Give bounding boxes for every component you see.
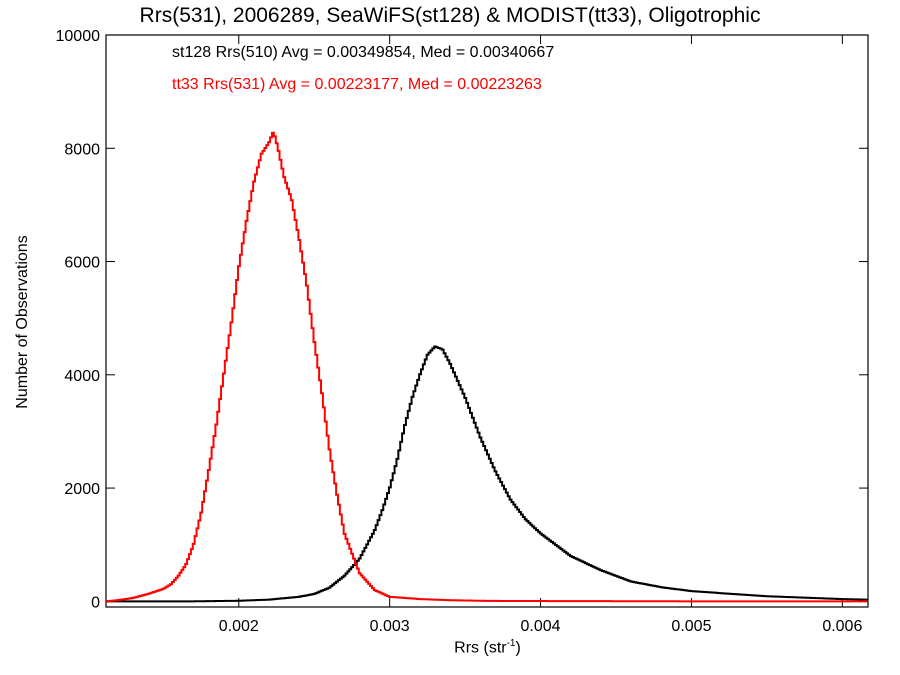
x-axis-label-main: Rrs (str (454, 639, 507, 657)
y-tick-label: 0 (91, 594, 100, 611)
x-tick-label: 0.003 (370, 618, 410, 635)
axes-box (105, 34, 869, 608)
x-axis-label-close: ) (515, 639, 521, 657)
y-tick-label: 4000 (64, 368, 100, 385)
chart-title: Rrs(531), 2006289, SeaWiFS(st128) & MODI… (139, 4, 761, 27)
x-tick-label: 0.005 (671, 618, 711, 635)
axis-ticks: 0.002 0.003 0.004 0.005 0.006 0 2000 4000 6000 80… (56, 28, 868, 635)
y-axis-label: Number of Observations (14, 235, 31, 409)
x-axis-label: Rrs (str-1) (0, 638, 900, 657)
series-layer (106, 131, 868, 603)
series-tt33-histogram (106, 131, 868, 603)
y-tick-label: 2000 (64, 481, 100, 498)
x-tick-label: 0.004 (521, 618, 561, 635)
legend-entry-tt33: tt33 Rrs(531) Avg = 0.00223177, Med = 0.… (172, 76, 542, 93)
y-tick-label: 10000 (56, 28, 101, 45)
series-st128-histogram (106, 345, 868, 603)
y-tick-label: 6000 (64, 255, 100, 272)
y-tick-label: 8000 (64, 141, 100, 158)
x-tick-label: 0.002 (219, 618, 259, 635)
x-axis-label-superscript: -1 (506, 638, 516, 649)
legend-entry-st128: st128 Rrs(510) Avg = 0.00349854, Med = 0… (172, 44, 555, 61)
axes-frame (105, 34, 869, 608)
x-tick-label: 0.006 (822, 618, 862, 635)
